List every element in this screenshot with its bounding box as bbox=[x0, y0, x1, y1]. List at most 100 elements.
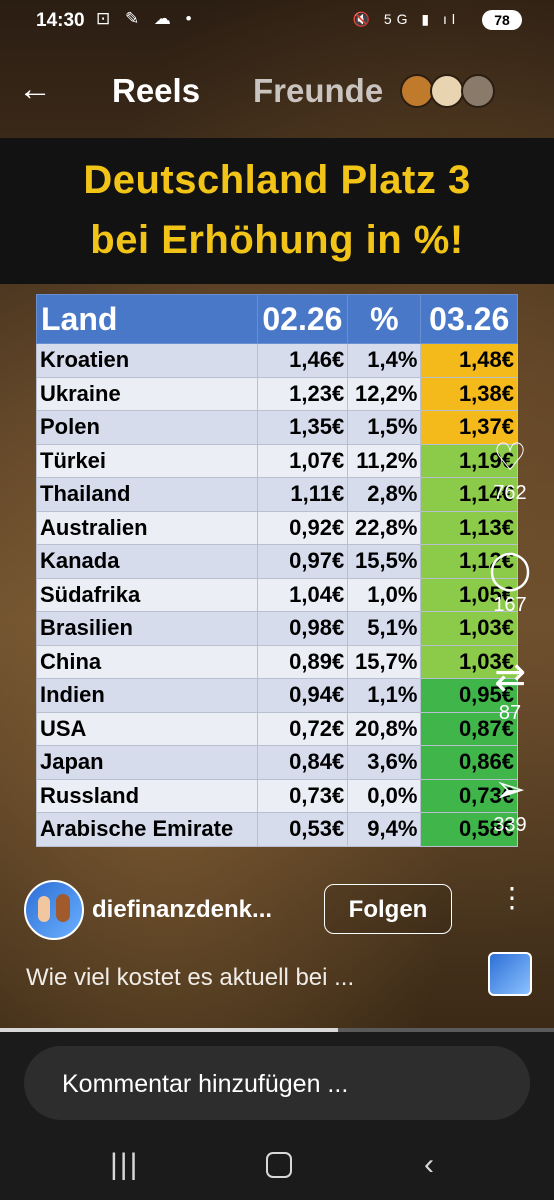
cell-price-february: 0,84€ bbox=[256, 745, 349, 780]
comment-count: 167 bbox=[493, 594, 527, 616]
back-arrow-icon[interactable]: ← bbox=[18, 70, 52, 108]
cell-percent-change: 1,4% bbox=[347, 343, 422, 378]
heart-icon[interactable]: ♡ bbox=[492, 437, 528, 479]
more-options-icon[interactable]: ⋮ bbox=[498, 882, 526, 913]
cell-price-march: 1,14€ bbox=[420, 477, 518, 512]
status-time: 14:30 bbox=[36, 10, 85, 31]
cell-price-february: 0,53€ bbox=[256, 812, 349, 847]
table-body: Kroatien 1,46€ 1,4% 1,48€ Ukraine 1,23€ 12,2% 1… bbox=[36, 343, 518, 847]
notification-icons: ⊡ ✎ ☁ • bbox=[96, 9, 197, 28]
cell-country: Türkei bbox=[36, 443, 258, 478]
repost-count: 87 bbox=[498, 702, 522, 724]
author-username[interactable]: diefinanzdenk... bbox=[92, 896, 273, 923]
friend-avatar-2 bbox=[430, 74, 465, 108]
cell-country: Kanada bbox=[36, 544, 258, 579]
cell-percent-change: 12,2% bbox=[347, 376, 422, 411]
like-action[interactable]: ♡ 762 bbox=[480, 438, 540, 505]
home-icon[interactable] bbox=[266, 1152, 292, 1178]
cell-price-february: 0,73€ bbox=[256, 778, 349, 813]
system-back-icon[interactable]: ‹ bbox=[424, 1148, 434, 1181]
cell-price-march: 1,38€ bbox=[420, 376, 518, 411]
send-icon[interactable]: ➢ bbox=[494, 769, 526, 811]
table-row: Arabische Emirate 0,53€ 9,4% 0,58€ bbox=[36, 812, 518, 847]
table-row: Brasilien 0,98€ 5,1% 1,03€ bbox=[36, 611, 518, 646]
friend-avatars[interactable] bbox=[400, 74, 495, 113]
cell-percent-change: 9,4% bbox=[347, 812, 422, 847]
table-row: Türkei 1,07€ 11,2% 1,19€ bbox=[36, 443, 518, 478]
table-row: Thailand 1,11€ 2,8% 1,14€ bbox=[36, 477, 518, 512]
table-row: Indien 0,94€ 1,1% 0,95€ bbox=[36, 678, 518, 713]
cell-price-february: 1,35€ bbox=[256, 410, 349, 445]
cell-price-february: 1,07€ bbox=[256, 443, 349, 478]
cell-price-february: 0,92€ bbox=[256, 510, 349, 545]
repost-action[interactable]: ⇄ 87 bbox=[480, 658, 540, 725]
cell-country: Russland bbox=[36, 778, 258, 813]
signal-icons: 🔇 5G ▮ ıl bbox=[352, 11, 460, 27]
cell-price-march: 0,58€ bbox=[420, 812, 518, 847]
table-row: Kroatien 1,46€ 1,4% 1,48€ bbox=[36, 343, 518, 378]
tab-reels[interactable]: Reels bbox=[112, 72, 201, 109]
reels-top-nav: ← Reels Freunde bbox=[0, 50, 554, 130]
comment-input[interactable]: Kommentar hinzufügen ... bbox=[24, 1046, 530, 1120]
audio-thumbnail[interactable] bbox=[488, 952, 532, 996]
cell-price-march: 1,19€ bbox=[420, 443, 518, 478]
cell-price-march: 0,95€ bbox=[420, 678, 518, 713]
cell-percent-change: 1,1% bbox=[347, 678, 422, 713]
recent-apps-icon[interactable]: ||| bbox=[110, 1148, 140, 1181]
cell-percent-change: 1,0% bbox=[347, 577, 422, 612]
cell-price-february: 0,97€ bbox=[256, 544, 349, 579]
share-action[interactable]: ➢ 339 bbox=[480, 770, 540, 837]
cell-country: USA bbox=[36, 711, 258, 746]
status-bar: 14:30 ⊡ ✎ ☁ • 🔇 5G ▮ ıl 78 bbox=[0, 0, 554, 40]
video-headline-line1: Deutschland Platz 3 bbox=[83, 158, 471, 202]
table-header-row: Land 02.26 % 03.26 bbox=[36, 294, 518, 344]
cell-country: Brasilien bbox=[36, 611, 258, 646]
comment-placeholder: Kommentar hinzufügen ... bbox=[62, 1070, 349, 1098]
cell-percent-change: 1,5% bbox=[347, 410, 422, 445]
cell-percent-change: 20,8% bbox=[347, 711, 422, 746]
table-row: USA 0,72€ 20,8% 0,87€ bbox=[36, 711, 518, 746]
friend-avatar-1 bbox=[400, 74, 434, 108]
video-progress-fill bbox=[0, 1028, 338, 1032]
tab-friends[interactable]: Freunde bbox=[253, 72, 384, 109]
cell-price-march: 1,03€ bbox=[420, 644, 518, 679]
header-february: 02.26 bbox=[256, 294, 349, 344]
like-count: 762 bbox=[493, 482, 527, 504]
table-row: Japan 0,84€ 3,6% 0,86€ bbox=[36, 745, 518, 780]
cell-price-march: 0,73€ bbox=[420, 778, 518, 813]
cell-country: Ukraine bbox=[36, 376, 258, 411]
cell-percent-change: 0,0% bbox=[347, 778, 422, 813]
table-row: China 0,89€ 15,7% 1,03€ bbox=[36, 644, 518, 679]
cell-percent-change: 2,8% bbox=[347, 477, 422, 512]
table-row: Südafrika 1,04€ 1,0% 1,05€ bbox=[36, 577, 518, 612]
cell-country: Thailand bbox=[36, 477, 258, 512]
follow-button[interactable]: Folgen bbox=[324, 884, 452, 934]
cell-price-february: 0,72€ bbox=[256, 711, 349, 746]
battery-icon: 78 bbox=[482, 10, 522, 30]
video-headline-line2: bei Erhöhung in %! bbox=[90, 218, 464, 262]
table-row: Australien 0,92€ 22,8% 1,13€ bbox=[36, 510, 518, 545]
video-headline-box: Deutschland Platz 3 bei Erhöhung in %! bbox=[0, 138, 554, 284]
post-caption[interactable]: Wie viel kostet es aktuell bei ... bbox=[26, 964, 355, 991]
video-progress-track[interactable] bbox=[0, 1028, 554, 1032]
cell-percent-change: 3,6% bbox=[347, 745, 422, 780]
author-avatar[interactable] bbox=[24, 880, 84, 940]
header-percent: % bbox=[347, 294, 422, 344]
header-land: Land bbox=[36, 294, 258, 344]
comment-action[interactable]: ◯ 167 bbox=[480, 550, 540, 617]
cell-percent-change: 5,1% bbox=[347, 611, 422, 646]
header-march: 03.26 bbox=[420, 294, 518, 344]
cell-country: China bbox=[36, 644, 258, 679]
cell-country: Arabische Emirate bbox=[36, 812, 258, 847]
cell-country: Australien bbox=[36, 510, 258, 545]
cell-price-february: 0,94€ bbox=[256, 678, 349, 713]
cell-price-february: 0,98€ bbox=[256, 611, 349, 646]
cell-price-march: 1,05€ bbox=[420, 577, 518, 612]
repost-icon[interactable]: ⇄ bbox=[494, 657, 526, 699]
cell-country: Südafrika bbox=[36, 577, 258, 612]
cell-country: Kroatien bbox=[36, 343, 258, 378]
table-row: Kanada 0,97€ 15,5% 1,12€ bbox=[36, 544, 518, 579]
comment-bubble-icon[interactable]: ◯ bbox=[488, 549, 532, 591]
cell-price-february: 0,89€ bbox=[256, 644, 349, 679]
cell-price-march: 0,87€ bbox=[420, 711, 518, 746]
